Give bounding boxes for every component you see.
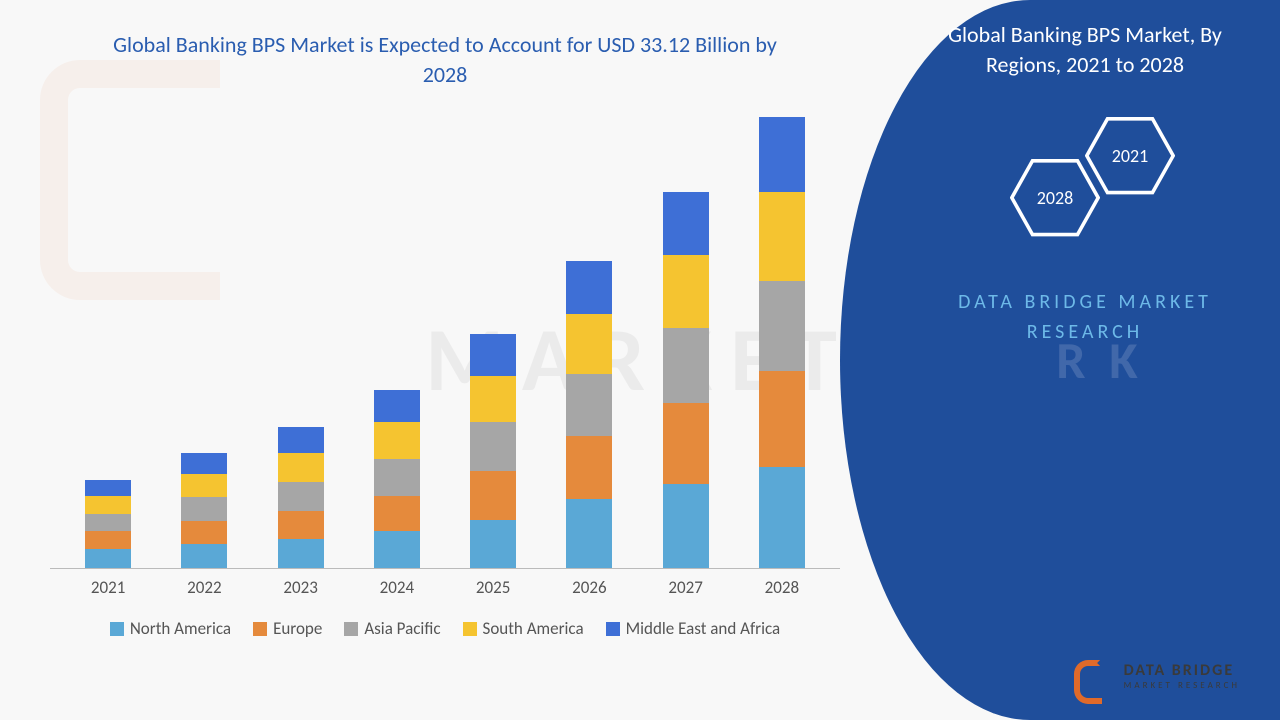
bar-segment [566, 436, 612, 500]
legend-label: Europe [273, 618, 322, 639]
bar-segment [663, 484, 709, 568]
hexagon-label: 2028 [1037, 187, 1074, 209]
bar-segment [566, 314, 612, 374]
bar-2026 [566, 261, 612, 569]
x-tick-label: 2028 [765, 577, 799, 598]
bar-segment [663, 328, 709, 403]
footer-logo-line2: MARKET RESEARCH [1124, 681, 1240, 690]
bar-2023 [278, 427, 324, 569]
footer-logo-icon [1074, 656, 1114, 696]
bar-segment [470, 520, 516, 569]
x-tick-label: 2027 [668, 577, 702, 598]
bar-2021 [85, 480, 131, 568]
legend-item: Europe [253, 618, 322, 639]
page-root: MARKET Global Banking BPS Market is Expe… [0, 0, 1280, 720]
bar-segment [181, 521, 227, 544]
bar-segment [374, 531, 420, 568]
chart-title: Global Banking BPS Market is Expected to… [50, 20, 840, 99]
bar-segment [85, 496, 131, 514]
bar-segment [759, 467, 805, 569]
legend-swatch [606, 622, 620, 636]
side-panel: R K Global Banking BPS Market, By Region… [840, 0, 1280, 720]
bar-segment [566, 374, 612, 436]
legend-swatch [463, 622, 477, 636]
bar-segment [470, 334, 516, 376]
bar-2022 [181, 453, 227, 568]
bar-segment [470, 422, 516, 471]
hexagon-label: 2021 [1112, 145, 1149, 167]
x-tick-label: 2021 [91, 577, 125, 598]
chart-x-axis: 2021 2022 2023 2024 2025 2026 2027 2028 [50, 569, 840, 598]
bar-segment [374, 390, 420, 422]
panel-brand-text: DATA BRIDGE MARKET RESEARCH [840, 279, 1280, 347]
bar-segment [663, 403, 709, 484]
bar-segment [374, 496, 420, 531]
bar-segment [278, 539, 324, 568]
x-tick-label: 2026 [572, 577, 606, 598]
chart-legend: North America Europe Asia Pacific South Ame… [50, 598, 840, 639]
bar-segment [663, 192, 709, 256]
legend-item: Middle East and Africa [606, 618, 781, 639]
legend-swatch [253, 622, 267, 636]
bar-segment [759, 117, 805, 192]
bar-segment [85, 531, 131, 549]
footer-logo-line1: DATA BRIDGE [1124, 663, 1240, 679]
chart-region: Global Banking BPS Market is Expected to… [50, 20, 840, 639]
bar-segment [85, 514, 131, 532]
footer-logo-text: DATA BRIDGE MARKET RESEARCH [1124, 663, 1240, 690]
bar-segment [278, 427, 324, 453]
bar-segment [470, 471, 516, 520]
bar-segment [566, 261, 612, 314]
x-tick-label: 2024 [380, 577, 414, 598]
bar-segment [278, 453, 324, 482]
legend-item: Asia Pacific [344, 618, 440, 639]
bar-segment [663, 255, 709, 328]
legend-item: North America [110, 618, 231, 639]
bar-2025 [470, 334, 516, 568]
bar-segment [85, 480, 131, 496]
bar-2027 [663, 192, 709, 569]
bar-segment [278, 511, 324, 539]
legend-label: North America [130, 618, 231, 639]
legend-label: Asia Pacific [364, 618, 440, 639]
chart-plot [50, 109, 840, 569]
bar-segment [181, 497, 227, 521]
panel-watermark: R K [840, 0, 1280, 720]
bar-segment [181, 453, 227, 473]
bar-segment [759, 192, 805, 280]
bar-segment [759, 371, 805, 467]
legend-label: South America [483, 618, 584, 639]
bar-segment [181, 544, 227, 569]
x-tick-label: 2022 [187, 577, 221, 598]
legend-item: South America [463, 618, 584, 639]
hexagon-2021: 2021 [1085, 117, 1175, 195]
bar-segment [181, 474, 227, 497]
footer-logo: DATA BRIDGE MARKET RESEARCH [1074, 656, 1240, 696]
hexagon-group: 2028 2021 [840, 109, 1280, 279]
bar-segment [759, 281, 805, 371]
bar-2024 [374, 390, 420, 569]
bar-segment [374, 459, 420, 496]
bar-segment [566, 499, 612, 568]
bar-2028 [759, 117, 805, 568]
bar-segment [278, 482, 324, 511]
legend-label: Middle East and Africa [626, 618, 781, 639]
bar-segment [374, 422, 420, 459]
x-tick-label: 2025 [476, 577, 510, 598]
panel-title: Global Banking BPS Market, By Regions, 2… [840, 0, 1280, 79]
legend-swatch [344, 622, 358, 636]
bar-segment [85, 549, 131, 568]
bar-segment [470, 376, 516, 423]
legend-swatch [110, 622, 124, 636]
x-tick-label: 2023 [283, 577, 317, 598]
